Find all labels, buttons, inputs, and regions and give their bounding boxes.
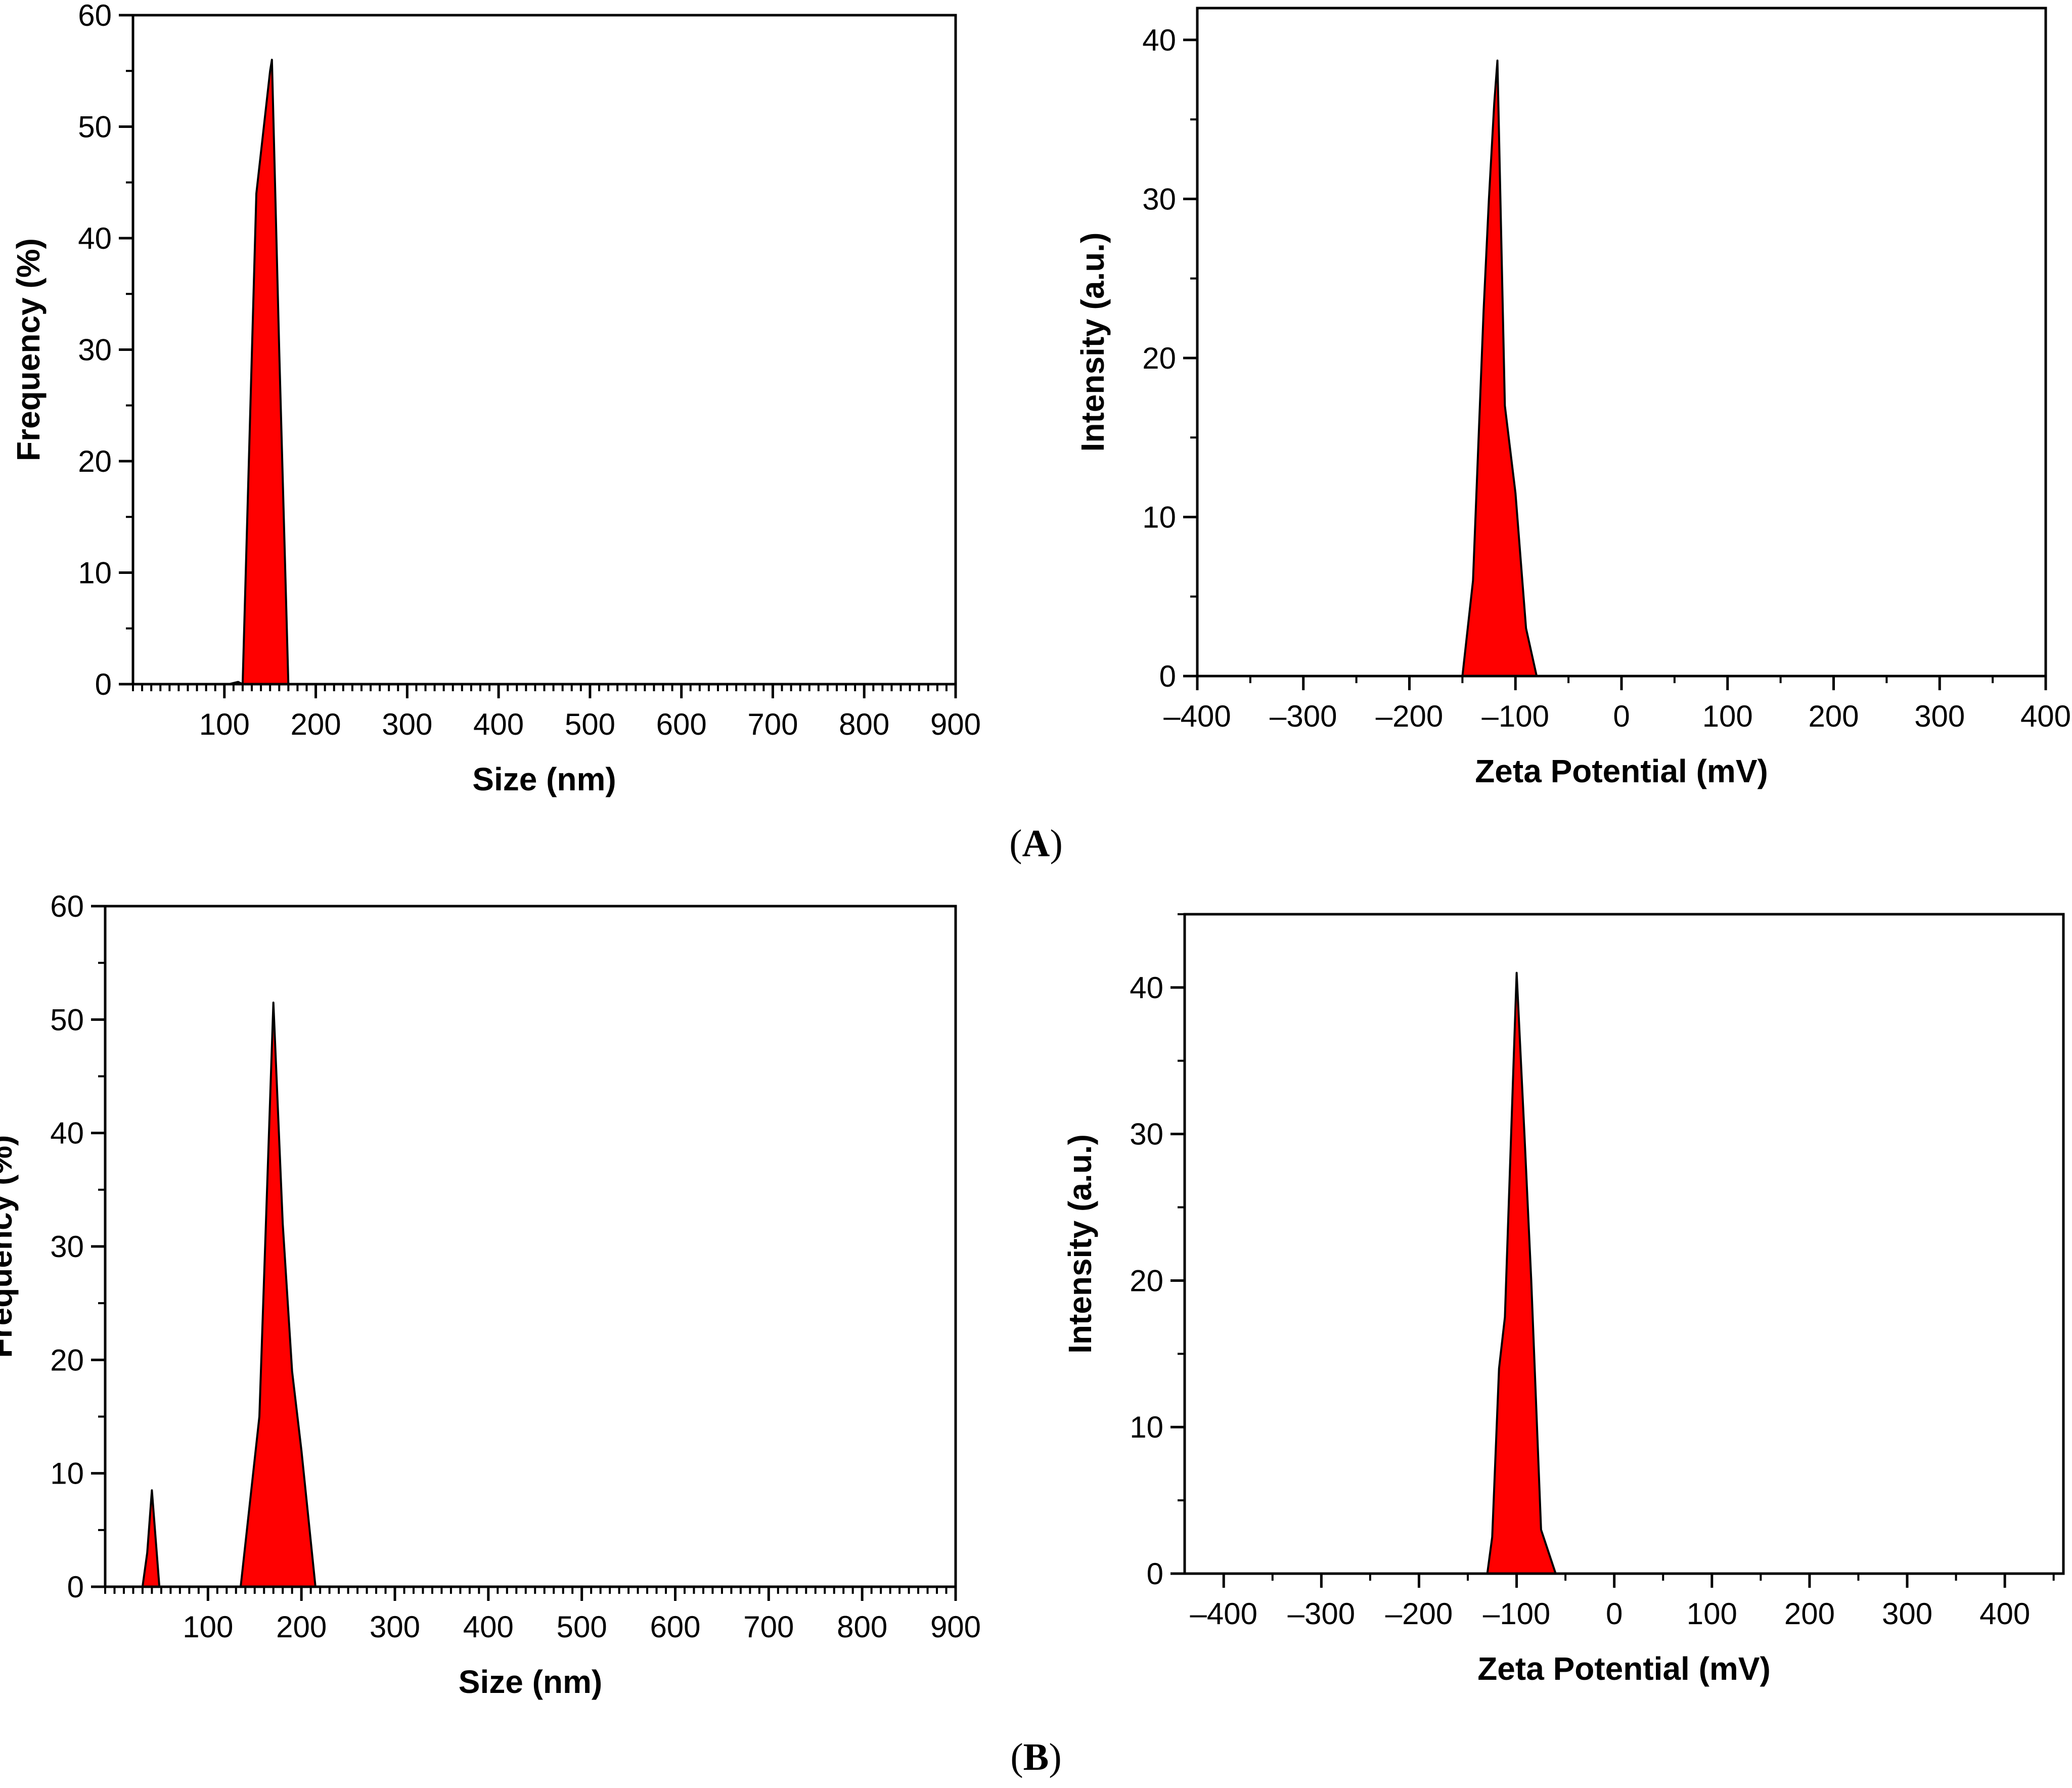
x-axis-title: Size (nm) <box>472 761 616 797</box>
x-tick-label: 700 <box>743 1610 794 1644</box>
x-tick-label: 400 <box>463 1610 514 1644</box>
y-tick-label: 20 <box>78 444 112 478</box>
chart-1: 100 200 300 400 500 600 700 800 900 0 10 20 30 40 50 60… <box>10 0 981 797</box>
y-tick-label: 60 <box>78 0 112 32</box>
y-tick-label: 40 <box>50 1116 84 1150</box>
x-tick-label: –200 <box>1376 699 1443 733</box>
panel-label-b-letter: B <box>1023 1736 1049 1778</box>
x-tick-label: 0 <box>1613 699 1630 733</box>
x-axis-title: Zeta Potential (mV) <box>1475 753 1768 789</box>
y-tick-label: 30 <box>50 1230 84 1264</box>
x-tick-label: 700 <box>747 707 798 741</box>
x-tick-label: 600 <box>656 707 707 741</box>
x-tick-label: 800 <box>837 1610 887 1644</box>
plot-frame <box>1183 913 2065 1575</box>
data-area <box>104 1001 957 1588</box>
x-tick-label: –100 <box>1483 1597 1550 1631</box>
plot-frame <box>104 905 957 1588</box>
x-tick-label: 300 <box>370 1610 420 1644</box>
y-axis-title: Intensity (a.u.) <box>1062 1134 1098 1354</box>
y-tick-label: 50 <box>50 1003 84 1037</box>
y-tick-label: 50 <box>78 110 112 144</box>
y-tick-label: 30 <box>1142 182 1176 216</box>
x-tick-label: –100 <box>1482 699 1549 733</box>
y-tick-label: 10 <box>50 1457 84 1491</box>
x-tick-label: 100 <box>1702 699 1753 733</box>
x-tick-label: 100 <box>1687 1597 1737 1631</box>
x-tick-label: 400 <box>2020 699 2071 733</box>
panel-label-a-letter: A <box>1022 822 1050 865</box>
chart-3: 100 200 300 400 500 600 700 800 900 0 10 20 30 40 50 60… <box>0 889 981 1700</box>
y-tick-label: 60 <box>50 889 84 923</box>
x-tick-label: 200 <box>1808 699 1859 733</box>
plot-frame <box>1196 7 2047 678</box>
x-tick-label: 200 <box>291 707 341 741</box>
y-tick-label: 40 <box>1142 23 1176 57</box>
panel-label-b: (B) <box>960 1735 1112 1779</box>
panel-label-b-open: ( <box>1010 1736 1023 1778</box>
x-tick-label: 900 <box>930 1610 981 1644</box>
y-tick-label: 0 <box>67 1570 84 1604</box>
panel-label-a: (A) <box>960 822 1112 866</box>
chart-2: –400 –300 –200 –100 0 100 200 300 400 0 10 20 30 40 Ze… <box>1074 7 2071 789</box>
x-tick-label: 300 <box>1882 1597 1932 1631</box>
x-tick-label: –300 <box>1288 1597 1355 1631</box>
y-tick-label: 20 <box>1142 341 1176 375</box>
y-tick-label: 20 <box>50 1343 84 1377</box>
chart-4: –400 –300 –200 –100 0 100 200 300 400 0 10 20 30 40 Ze… <box>1062 913 2065 1687</box>
y-axis-title: Frequency (%) <box>0 1135 19 1358</box>
y-tick-label: 30 <box>78 333 112 367</box>
x-axis-title: Size (nm) <box>459 1664 602 1700</box>
x-tick-label: –400 <box>1163 699 1231 733</box>
y-tick-label: 30 <box>1130 1118 1163 1151</box>
x-tick-label: –300 <box>1270 699 1337 733</box>
x-tick-label: 100 <box>199 707 250 741</box>
x-tick-label: 800 <box>839 707 889 741</box>
panel-label-a-open: ( <box>1009 822 1022 865</box>
panel-label-b-close: ) <box>1049 1736 1062 1778</box>
x-tick-label: 400 <box>1979 1597 2030 1631</box>
x-tick-label: 200 <box>1784 1597 1835 1631</box>
x-tick-label: 300 <box>1914 699 1965 733</box>
data-area <box>1196 59 2047 677</box>
y-tick-label: 10 <box>1142 500 1176 534</box>
y-tick-label: 10 <box>78 556 112 590</box>
y-tick-label: 0 <box>95 667 112 701</box>
x-tick-label: 200 <box>276 1610 327 1644</box>
x-tick-label: –200 <box>1385 1597 1453 1631</box>
data-area <box>132 59 957 685</box>
y-tick-label: 0 <box>1147 1557 1163 1591</box>
x-tick-label: 300 <box>382 707 432 741</box>
x-tick-label: –400 <box>1190 1597 1257 1631</box>
x-axis-title: Zeta Potential (mV) <box>1477 1650 1771 1687</box>
y-axis-title: Intensity (a.u.) <box>1074 233 1111 452</box>
x-tick-label: 900 <box>930 707 981 741</box>
x-tick-label: 500 <box>557 1610 607 1644</box>
y-tick-label: 0 <box>1159 659 1176 693</box>
y-tick-label: 40 <box>1130 971 1163 1005</box>
x-tick-label: 600 <box>650 1610 700 1644</box>
x-tick-label: 100 <box>183 1610 233 1644</box>
y-tick-label: 10 <box>1130 1410 1163 1444</box>
y-axis-title: Frequency (%) <box>10 238 47 461</box>
x-tick-label: 0 <box>1606 1597 1623 1631</box>
data-area <box>1184 971 2064 1575</box>
panel-label-a-close: ) <box>1050 822 1063 865</box>
y-tick-label: 40 <box>78 221 112 255</box>
x-tick-label: 500 <box>565 707 615 741</box>
x-tick-label: 400 <box>473 707 524 741</box>
y-tick-label: 20 <box>1130 1264 1163 1298</box>
